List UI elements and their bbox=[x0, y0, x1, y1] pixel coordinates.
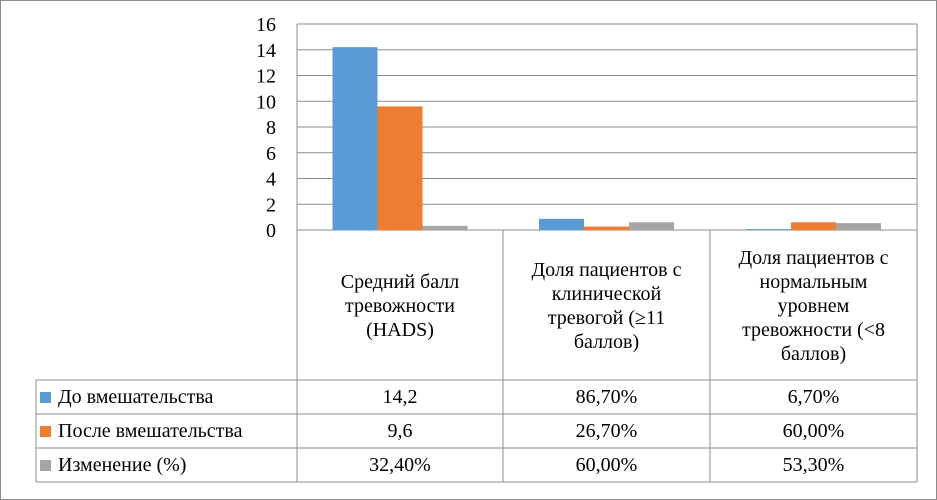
table-cell-value: 26,70% bbox=[575, 420, 638, 442]
legend-key bbox=[40, 459, 51, 471]
y-tick-label: 10 bbox=[256, 91, 276, 113]
series-name: До вмешательства bbox=[58, 386, 214, 408]
table-cell-value: 6,70% bbox=[787, 386, 840, 408]
category-label: Доля пациентов с клинической тревогой (≥… bbox=[531, 259, 682, 353]
bar bbox=[332, 47, 378, 230]
y-tick-label: 6 bbox=[266, 143, 276, 165]
table-cell-value: 9,6 bbox=[387, 420, 413, 442]
y-tick-label: 8 bbox=[266, 117, 276, 139]
bar bbox=[836, 223, 881, 230]
legend-key bbox=[40, 391, 51, 403]
y-tick-label: 2 bbox=[266, 194, 276, 216]
category-label: Доля пациентов с нормальным уровнем трев… bbox=[738, 247, 889, 365]
y-tick-label: 12 bbox=[256, 66, 276, 88]
table-cell-value: 14,2 bbox=[382, 386, 418, 408]
table-cell-value: 60,00% bbox=[575, 454, 638, 476]
y-tick-label: 14 bbox=[256, 40, 276, 62]
category-label: Средний балл тревожности (HADS) bbox=[340, 271, 460, 341]
table-cell-value: 53,30% bbox=[782, 454, 845, 476]
bar bbox=[629, 222, 674, 230]
table-cell-value: 60,00% bbox=[782, 420, 845, 442]
bar bbox=[584, 226, 629, 230]
legend-entry: После вмешательства bbox=[40, 414, 242, 448]
legend-entry: Изменение (%) bbox=[40, 448, 186, 482]
legend-entry: До вмешательства bbox=[40, 380, 213, 414]
legend-key bbox=[40, 425, 51, 437]
bar bbox=[377, 106, 423, 230]
bar bbox=[422, 225, 468, 230]
table-cell-value: 32,40% bbox=[369, 454, 431, 476]
y-tick-label: 0 bbox=[266, 220, 276, 242]
series-name: Изменение (%) bbox=[58, 454, 187, 476]
bar bbox=[746, 229, 791, 230]
bar bbox=[539, 218, 584, 230]
y-tick-label: 4 bbox=[266, 169, 276, 191]
table-cell-value: 86,70% bbox=[575, 386, 638, 408]
y-tick-label: 16 bbox=[256, 14, 276, 36]
series-name: После вмешательства bbox=[58, 420, 243, 442]
bar bbox=[791, 222, 836, 230]
